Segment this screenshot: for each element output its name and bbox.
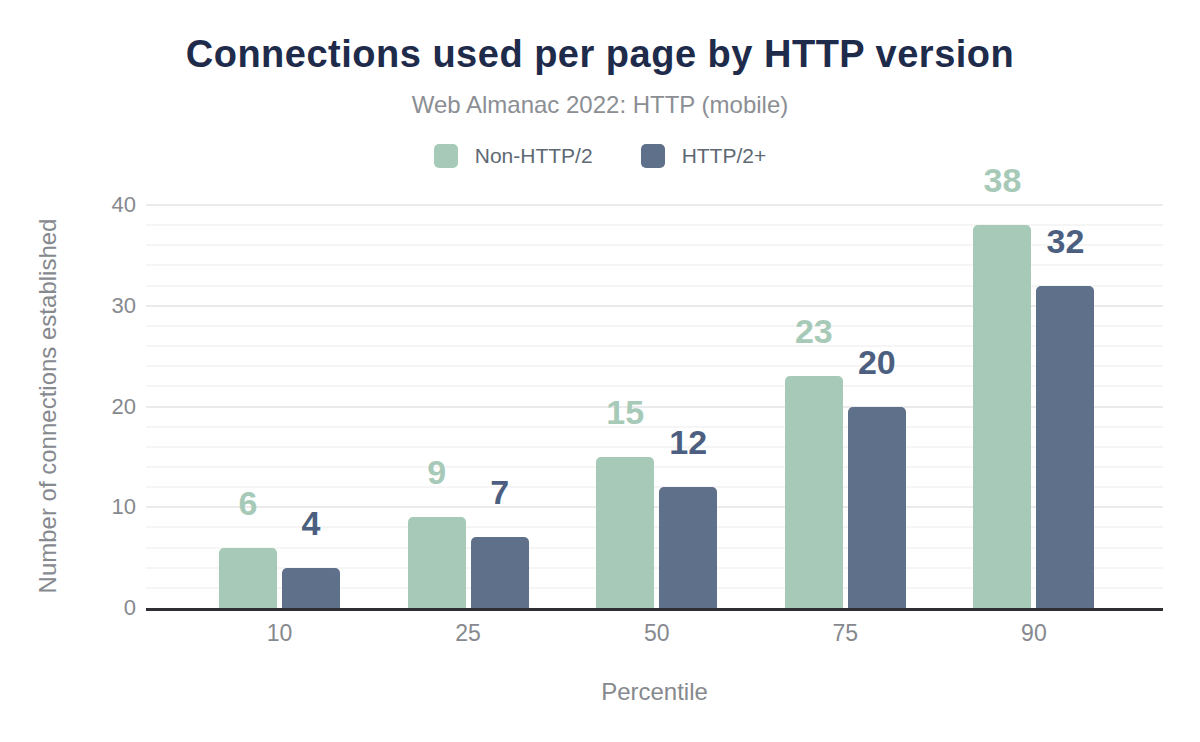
bar-value-label: 38	[983, 163, 1021, 197]
x-tick-50: 50	[644, 620, 670, 647]
x-tick-90: 90	[1021, 620, 1047, 647]
bar-http2plus-p25[interactable]: 7	[471, 537, 529, 608]
x-tick-10: 10	[267, 620, 293, 647]
x-axis-title: Percentile	[146, 678, 1163, 706]
bar-non-http2-p25[interactable]: 9	[408, 517, 466, 608]
chart-canvas: Connections used per page by HTTP versio…	[0, 0, 1200, 742]
legend-swatch-http2plus-icon	[641, 144, 665, 168]
y-tick-0: 0	[124, 595, 136, 621]
bar-http2plus-p50[interactable]: 12	[659, 487, 717, 608]
bar-http2plus-p90[interactable]: 32	[1036, 286, 1094, 608]
chart-title: Connections used per page by HTTP versio…	[0, 33, 1200, 76]
x-tick-75: 75	[833, 620, 859, 647]
legend-item-non-http2[interactable]: Non-HTTP/2	[434, 144, 593, 168]
bar-value-label: 20	[858, 345, 896, 379]
y-tick-10: 10	[112, 494, 136, 520]
y-axis-title: Number of connections established	[34, 219, 62, 594]
y-tick-20: 20	[112, 394, 136, 420]
bar-http2plus-p10[interactable]: 4	[282, 568, 340, 608]
bar-value-label: 32	[1046, 224, 1084, 258]
bar-value-label: 4	[302, 506, 321, 540]
bar-value-label: 23	[795, 314, 833, 348]
gridline	[146, 204, 1163, 206]
plot-area: 6 9 15 23 38 4 7 12 20 32	[146, 205, 1163, 611]
bar-non-http2-p75[interactable]: 23	[785, 376, 843, 608]
legend-label-non-http2: Non-HTTP/2	[475, 144, 593, 168]
bar-non-http2-p50[interactable]: 15	[596, 457, 654, 608]
bar-value-label: 7	[490, 475, 509, 509]
bar-non-http2-p90[interactable]: 38	[973, 225, 1031, 608]
bar-http2plus-p75[interactable]: 20	[848, 407, 906, 609]
y-tick-30: 30	[112, 293, 136, 319]
bar-value-label: 9	[427, 455, 446, 489]
legend-swatch-non-http2-icon	[434, 144, 458, 168]
bar-value-label: 6	[239, 486, 258, 520]
legend-item-http2plus[interactable]: HTTP/2+	[641, 144, 767, 168]
chart-subtitle: Web Almanac 2022: HTTP (mobile)	[0, 91, 1200, 119]
bar-value-label: 15	[606, 395, 644, 429]
y-tick-40: 40	[112, 192, 136, 218]
bar-value-label: 12	[669, 425, 707, 459]
legend-label-http2plus: HTTP/2+	[682, 144, 767, 168]
bar-non-http2-p10[interactable]: 6	[219, 548, 277, 608]
x-tick-25: 25	[455, 620, 481, 647]
